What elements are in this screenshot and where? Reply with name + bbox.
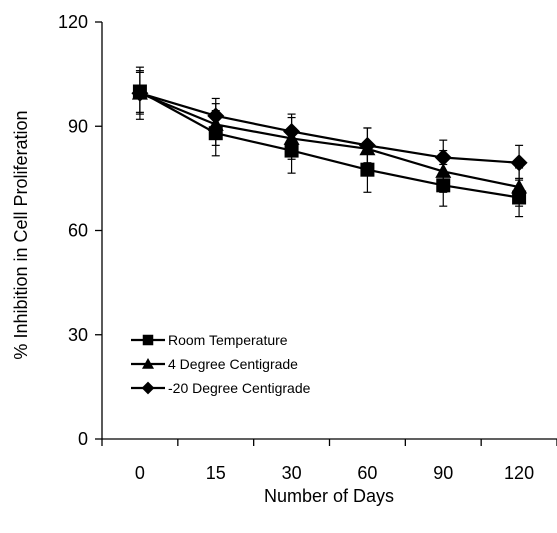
legend: Room Temperature 4 Degree Centigrade -20 D… xyxy=(131,332,311,396)
y-tick-label: 60 xyxy=(68,221,88,241)
series-diamond xyxy=(131,71,528,181)
data-point xyxy=(510,154,528,172)
y-axis-title: % Inhibition in Cell Proliferation xyxy=(11,110,31,359)
x-tick-label: 90 xyxy=(433,463,453,483)
legend-marker xyxy=(142,334,154,346)
y-tick-label: 90 xyxy=(68,116,88,136)
series-triangle xyxy=(131,66,528,207)
series-line xyxy=(139,92,520,189)
series-line xyxy=(139,90,520,199)
data-point xyxy=(283,122,301,140)
data-point xyxy=(434,149,452,167)
legend-label: -20 Degree Centigrade xyxy=(168,380,311,396)
x-tick-label: 30 xyxy=(282,463,302,483)
legend-label: Room Temperature xyxy=(168,332,288,348)
x-tick-label: 120 xyxy=(504,463,534,483)
data-point xyxy=(131,84,149,102)
data-point xyxy=(358,136,376,154)
series-line xyxy=(139,92,520,164)
data-point xyxy=(207,107,225,125)
y-tick-label: 120 xyxy=(58,12,88,32)
y-tick-label: 30 xyxy=(68,325,88,345)
y-tick-label: 0 xyxy=(78,429,88,449)
plot-area: 0 30 60 90 120 0 15 30 60 90 120 xyxy=(58,12,557,483)
legend-label: 4 Degree Centigrade xyxy=(168,356,298,372)
legend-entry: 4 Degree Centigrade xyxy=(131,356,298,372)
x-tick-label: 60 xyxy=(357,463,377,483)
legend-marker xyxy=(142,358,154,369)
data-point xyxy=(511,179,528,194)
legend-entry: Room Temperature xyxy=(131,332,288,348)
x-tick-label: 0 xyxy=(135,463,145,483)
x-tick-label: 15 xyxy=(206,463,226,483)
legend-marker xyxy=(141,381,155,395)
x-axis-title: Number of Days xyxy=(264,486,394,506)
legend-entry: -20 Degree Centigrade xyxy=(131,380,311,396)
